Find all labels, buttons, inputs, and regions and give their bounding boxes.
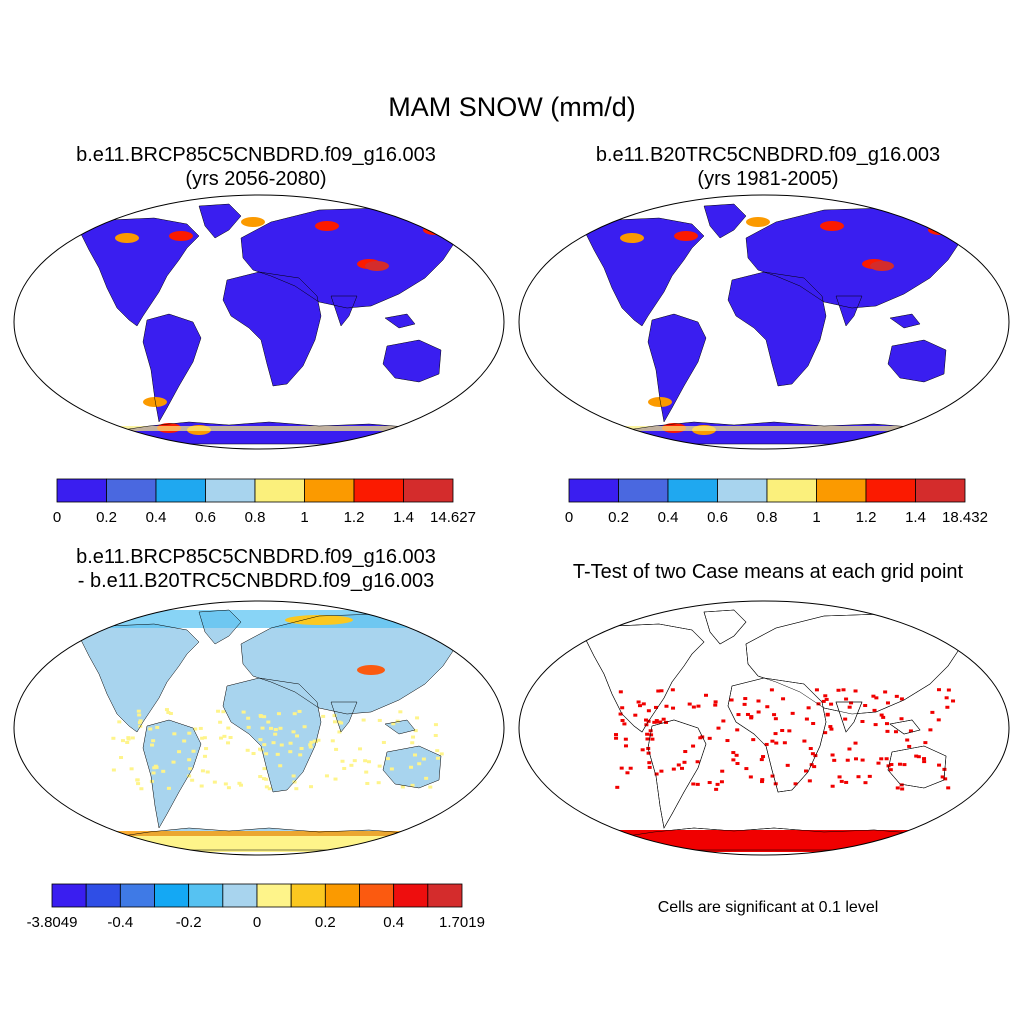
colorbar-swatch [865,478,916,503]
panel-case1-title-line1: b.e11.BRCP85C5CNBDRD.f09_g16.003 [76,144,436,166]
colorbar-label: 0 [53,509,61,526]
colorbar-swatch [427,883,463,908]
colorbar-label: 0.2 [608,509,629,526]
colorbar-swatch [119,883,155,908]
panel-case2-title: b.e11.B20TRC5CNBDRD.f09_g16.003 (yrs 198… [528,143,1008,191]
colorbar-case1: 0 0.2 0.4 0.6 0.8 1 1.2 1.4 14.627 [53,478,476,526]
colorbar-swatch [667,478,718,503]
colorbar-label: 0.8 [245,509,266,526]
colorbar-label: -0.4 [107,914,133,931]
map-border [13,600,505,856]
figure-title: MAM SNOW (mm/d) [388,92,636,122]
colorbar-label: 18.432 [942,509,988,526]
panel-diff-title-line2: - b.e11.B20TRC5CNBDRD.f09_g16.003 [77,570,435,592]
panel-diff-title: b.e11.BRCP85C5CNBDRD.f09_g16.003 - b.e11… [16,545,496,593]
colorbar-swatch [256,883,292,908]
colorbar-swatch [222,883,258,908]
colorbar-label: 0.8 [757,509,778,526]
panel-diff-title-line1: b.e11.BRCP85C5CNBDRD.f09_g16.003 [76,546,436,568]
panel-case2-title-line1: b.e11.B20TRC5CNBDRD.f09_g16.003 [595,144,941,166]
colorbar-swatch [359,883,395,908]
colorbar-swatch [85,883,121,908]
colorbar-label: 1.4 [393,509,414,526]
colorbar-label: 0.4 [383,914,404,931]
map-border [518,600,1010,856]
colorbar-label: 1 [300,509,308,526]
panel-case1-title: b.e11.BRCP85C5CNBDRD.f09_g16.003 (yrs 20… [16,143,496,191]
colorbar-label: 1 [812,509,820,526]
map-case2 [519,195,1009,449]
colorbar-label: 0 [565,509,573,526]
colorbar-swatch [304,478,355,503]
colorbar-label: 1.2 [344,509,365,526]
panel-case2-title-line2: (yrs 1981-2005) [697,168,839,190]
map-case1 [14,195,504,449]
colorbar-swatch [717,478,768,503]
colorbar-swatch [154,883,190,908]
colorbar-difference: -3.8049 -0.4 -0.2 0 0.2 0.4 1.7019 [27,883,485,931]
colorbar-swatch [353,478,404,503]
map-border [518,194,1010,450]
colorbar-swatch [816,478,867,503]
colorbar-label: 0.4 [146,509,167,526]
panel-case1-title-line2: (yrs 2056-2080) [185,168,327,190]
colorbar-label: 1.7019 [439,914,485,931]
colorbar-swatch [56,478,107,503]
colorbar-label: 14.627 [430,509,476,526]
colorbar-label: 1.4 [905,509,926,526]
colorbar-swatch [205,478,256,503]
colorbar-swatch [106,478,157,503]
colorbar-swatch [290,883,326,908]
colorbar-label: 0.2 [96,509,117,526]
significance-note: Cells are significant at 0.1 level [657,899,879,916]
colorbar-swatch [393,883,429,908]
colorbar-swatch [403,478,454,503]
colorbar-label: 0.2 [315,914,336,931]
panel-ttest-title: T-Test of two Case means at each grid po… [572,561,964,583]
colorbar-swatch [324,883,360,908]
colorbar-label: 1.2 [856,509,877,526]
colorbar-swatch [618,478,669,503]
colorbar-swatch [188,883,224,908]
colorbar-swatch [155,478,206,503]
map-border [13,194,505,450]
colorbar-swatch [51,883,87,908]
colorbar-swatch [254,478,305,503]
colorbar-swatch [766,478,817,503]
colorbar-swatch [915,478,966,503]
colorbar-label: 0.4 [658,509,679,526]
colorbar-label: 0.6 [707,509,728,526]
colorbar-swatch [568,478,619,503]
colorbar-label: 0 [253,914,261,931]
colorbar-label: 0.6 [195,509,216,526]
colorbar-label: -3.8049 [27,914,78,931]
colorbar-case2: 0 0.2 0.4 0.6 0.8 1 1.2 1.4 18.432 [565,478,988,526]
colorbar-label: -0.2 [176,914,202,931]
